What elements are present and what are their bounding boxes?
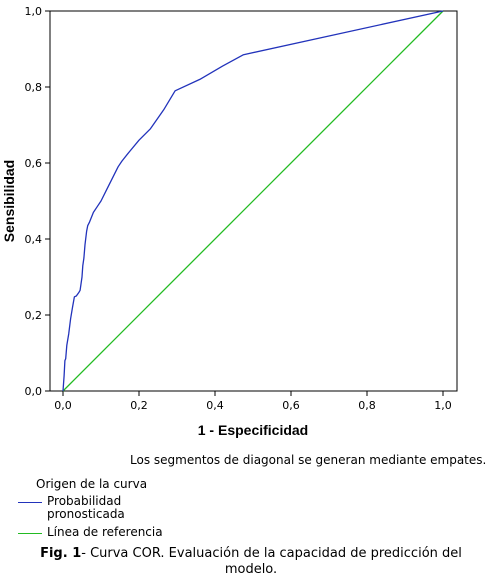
legend-swatch-blue — [18, 502, 42, 503]
roc-curve-line — [62, 10, 444, 392]
caption-text: - Curva COR. Evaluación de la capacidad … — [81, 546, 462, 577]
x-tick-label: 0,8 — [358, 399, 376, 412]
caption-label: Fig. 1 — [40, 546, 82, 561]
x-tick-label: 1,0 — [434, 399, 452, 412]
y-tick-label: 0,4 — [25, 233, 43, 246]
y-axis-label: Sensibilidad — [1, 160, 17, 242]
legend-swatch-green — [18, 533, 42, 534]
figure-caption: Fig. 1- Curva COR. Evaluación de la capa… — [18, 546, 484, 578]
y-ticks: 0,0 0,2 0,4 0,6 0,8 1,0 — [25, 5, 50, 398]
plot-frame — [49, 10, 458, 392]
x-tick-label: 0,4 — [206, 399, 224, 412]
x-axis-label: 1 - Especificidad — [198, 422, 308, 438]
ties-note: Los segmentos de diagonal se generan med… — [130, 453, 487, 467]
y-tick-label: 0,8 — [25, 81, 43, 94]
series-layer — [62, 10, 444, 392]
x-tick-label: 0,0 — [54, 399, 72, 412]
roc-chart: 0,0 0,2 0,4 0,6 0,8 1,0 0,0 0,2 0,4 0,6 0,8 1,0 1 … — [1, 5, 458, 438]
y-tick-label: 0,6 — [25, 157, 43, 170]
reference-line — [62, 10, 444, 392]
x-ticks: 0,0 0,2 0,4 0,6 0,8 1,0 — [54, 391, 452, 412]
legend-label-predicted: Probabilidad pronosticada — [47, 494, 125, 521]
y-tick-label: 0,0 — [25, 385, 43, 398]
x-tick-label: 0,2 — [130, 399, 148, 412]
legend-title: Origen de la curva — [36, 477, 148, 491]
legend-label-reference: Línea de referencia — [47, 525, 163, 539]
x-tick-label: 0,6 — [282, 399, 300, 412]
y-tick-label: 1,0 — [25, 5, 43, 18]
plot-frame-group — [49, 10, 458, 392]
y-tick-label: 0,2 — [25, 309, 43, 322]
